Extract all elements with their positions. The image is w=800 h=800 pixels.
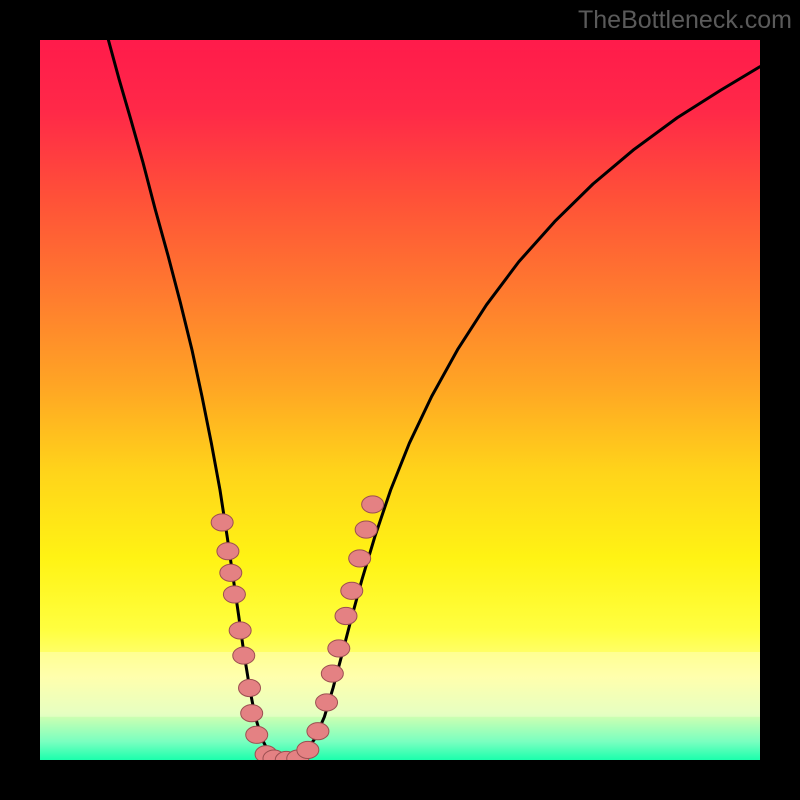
curve-marker: [328, 640, 350, 657]
curve-marker: [246, 726, 268, 743]
curve-marker: [229, 622, 251, 639]
curve-marker: [220, 564, 242, 581]
curve-markers-group: [211, 496, 383, 769]
curve-marker: [349, 550, 371, 567]
curve-marker: [341, 582, 363, 599]
chart-svg: [0, 0, 800, 800]
curve-marker: [297, 741, 319, 758]
curve-marker: [321, 665, 343, 682]
curve-marker: [241, 705, 263, 722]
chart-stage: TheBottleneck.com: [0, 0, 800, 800]
curve-marker: [316, 694, 338, 711]
curve-marker: [217, 543, 239, 560]
curve-marker: [233, 647, 255, 664]
curve-marker: [211, 514, 233, 531]
curve-marker: [335, 607, 357, 624]
curve-marker: [239, 679, 261, 696]
curve-marker: [355, 521, 377, 538]
curve-marker: [307, 723, 329, 740]
curve-marker: [362, 496, 384, 513]
bright-band: [40, 652, 760, 717]
watermark-text: TheBottleneck.com: [578, 6, 792, 35]
curve-marker: [223, 586, 245, 603]
